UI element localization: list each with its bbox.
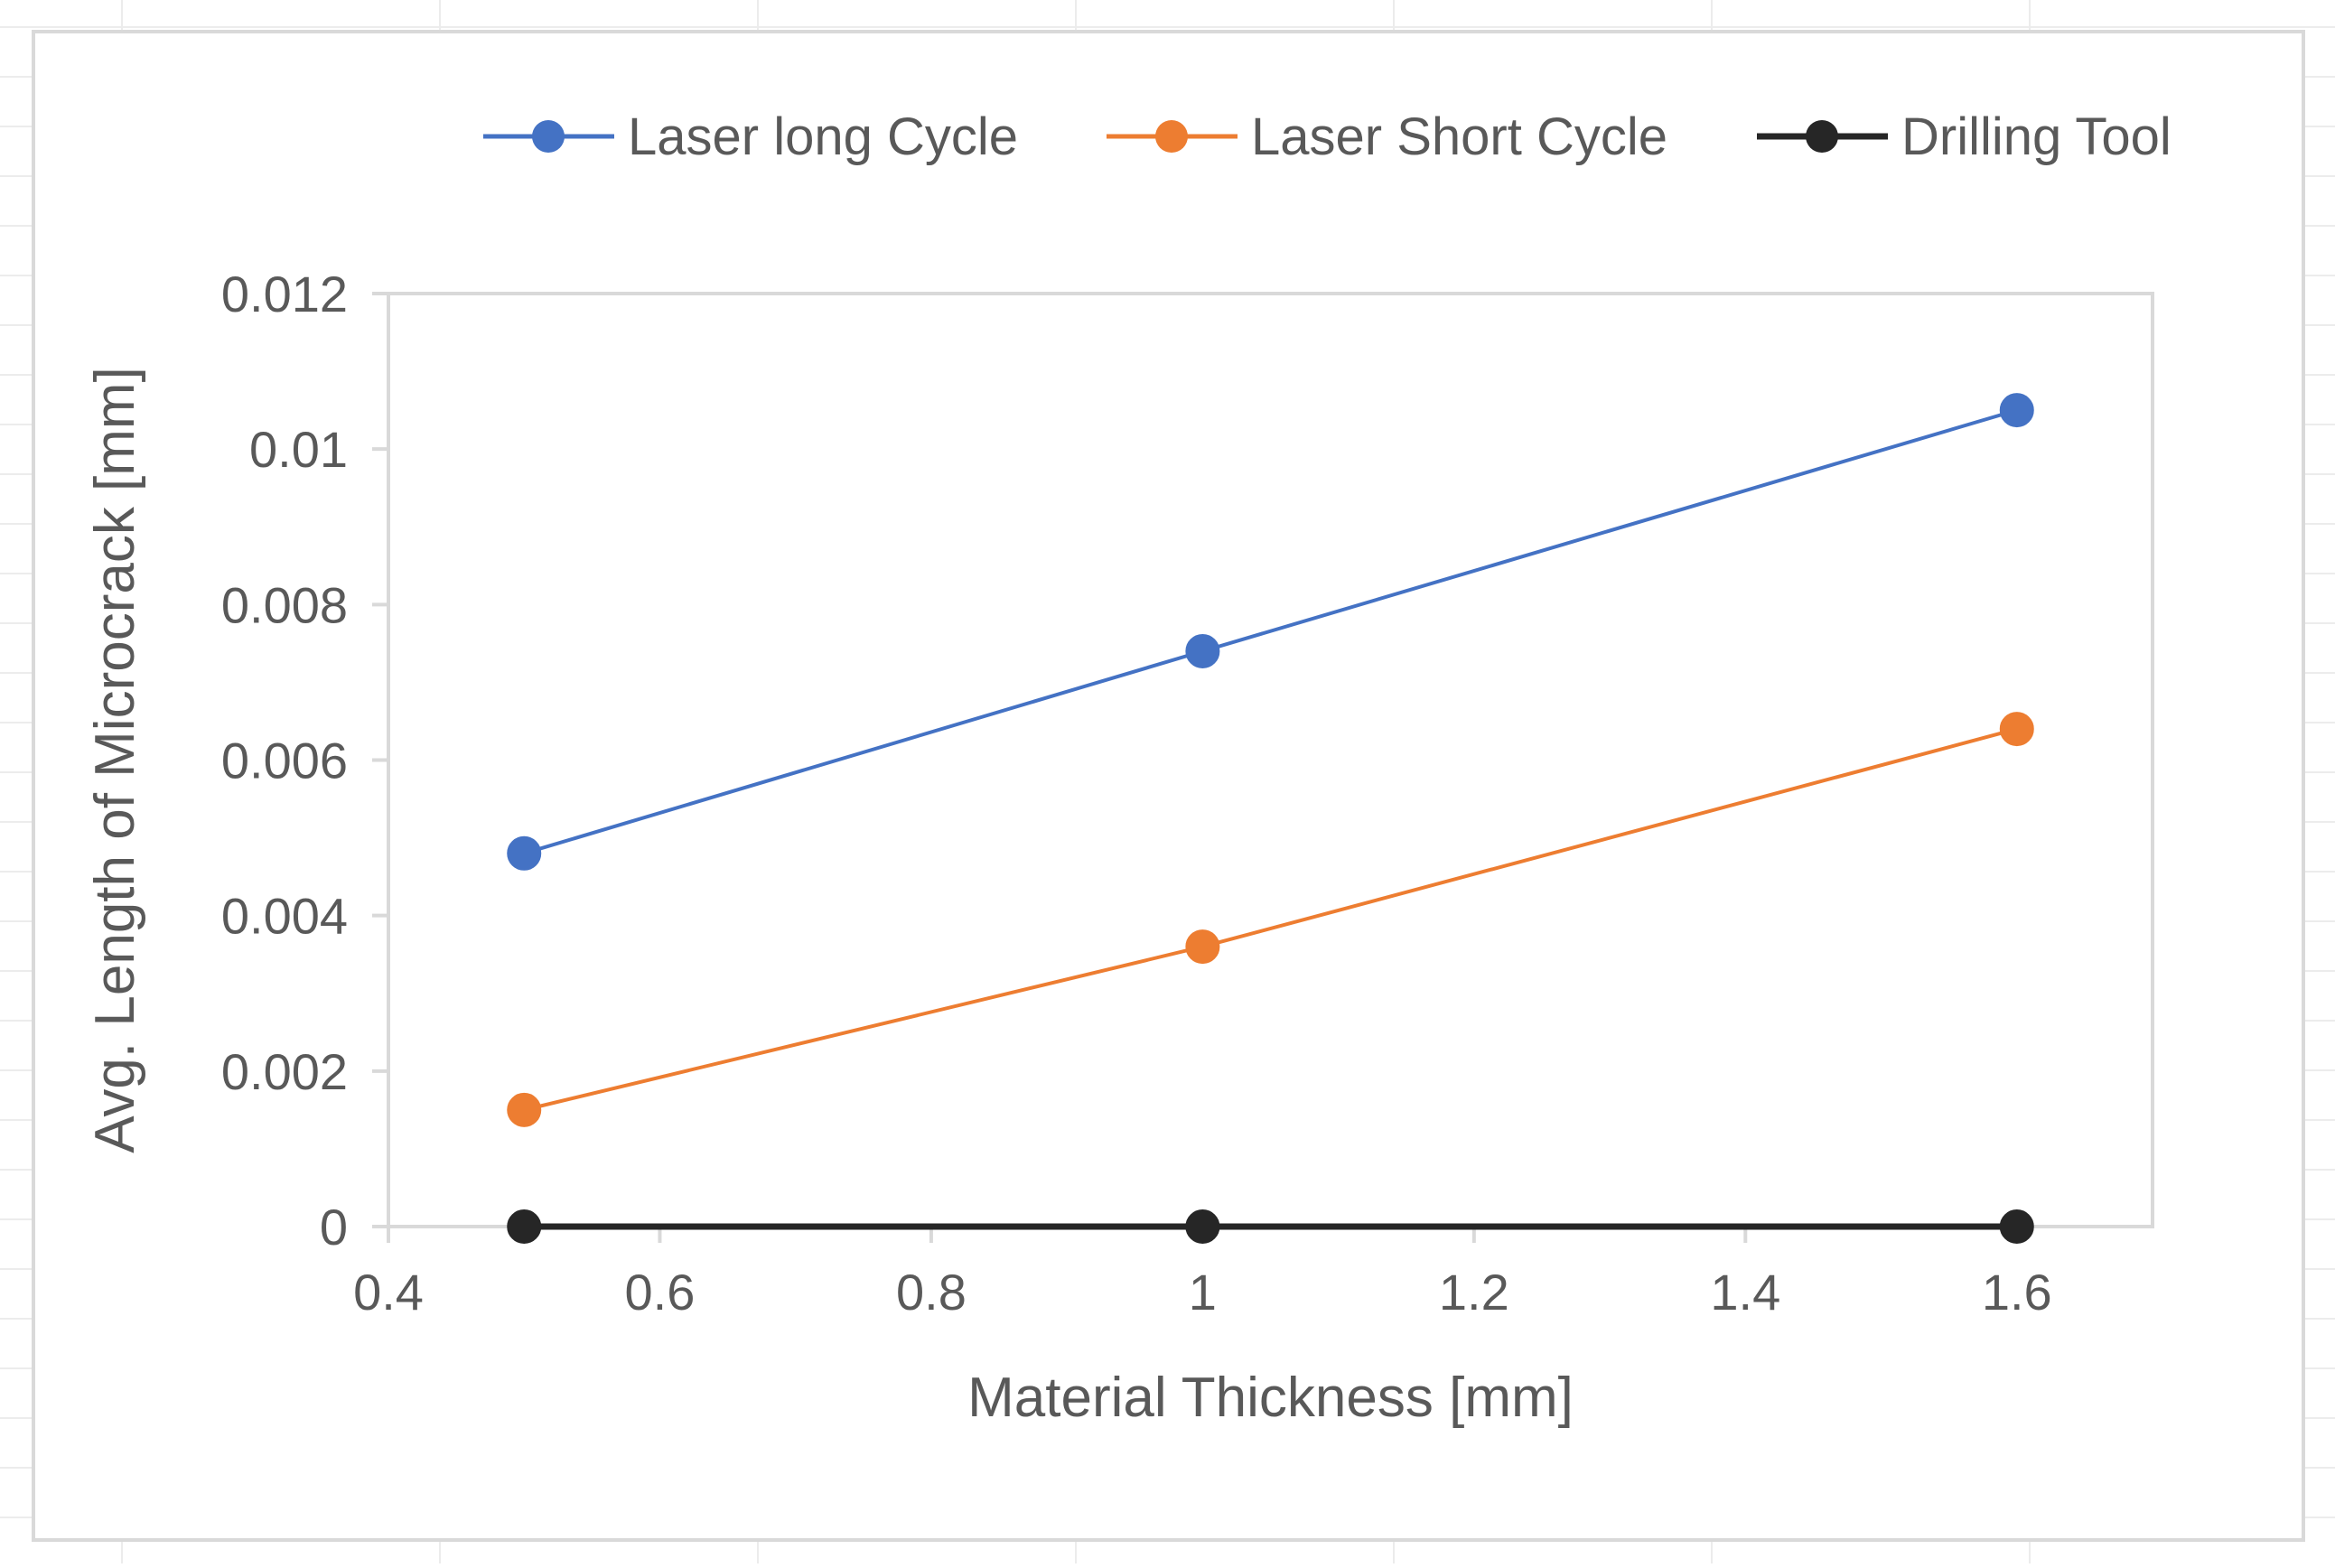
y-tick-label: 0.004 — [221, 888, 348, 945]
x-tick-label: 1.6 — [1982, 1264, 2052, 1321]
data-point-drilling-tool[interactable] — [507, 1209, 542, 1244]
x-axis-title: Material Thickness [mm] — [967, 1367, 1574, 1429]
legend-label: Laser long Cycle — [628, 107, 1018, 166]
legend-marker — [1806, 120, 1838, 153]
y-tick-label: 0 — [320, 1199, 348, 1255]
legend-marker — [532, 120, 565, 153]
data-point-laser-long-cycle[interactable] — [507, 835, 542, 871]
x-tick-label: 0.4 — [353, 1264, 424, 1321]
legend-label: Laser Short Cycle — [1251, 107, 1667, 166]
y-tick-label: 0.012 — [221, 266, 348, 322]
x-tick-label: 1 — [1189, 1264, 1217, 1321]
y-tick-label: 0.008 — [221, 576, 348, 633]
legend-label: Drilling Tool — [1901, 107, 2172, 166]
x-tick-label: 0.8 — [896, 1264, 967, 1321]
y-tick-label: 0.01 — [249, 421, 348, 478]
y-tick-label: 0.002 — [221, 1043, 348, 1100]
x-tick-label: 1.4 — [1710, 1264, 1780, 1321]
y-tick-label: 0.006 — [221, 733, 348, 789]
data-point-laser-long-cycle[interactable] — [1185, 633, 1220, 668]
data-point-laser-short-cycle[interactable] — [1999, 712, 2034, 747]
x-tick-label: 1.2 — [1439, 1264, 1509, 1321]
data-point-laser-short-cycle[interactable] — [1185, 929, 1220, 965]
y-axis-title: Avg. Length of Microcrack [mm] — [84, 367, 146, 1153]
legend-marker — [1155, 120, 1188, 153]
data-point-drilling-tool[interactable] — [1185, 1209, 1220, 1244]
legend-entry-drilling-tool[interactable]: Drilling Tool — [1757, 107, 2172, 166]
legend-entry-laser-long-cycle[interactable]: Laser long Cycle — [483, 107, 1018, 166]
legend-entry-laser-short-cycle[interactable]: Laser Short Cycle — [1107, 107, 1667, 166]
data-point-laser-short-cycle[interactable] — [507, 1092, 542, 1127]
x-tick-label: 0.6 — [625, 1264, 696, 1321]
data-point-laser-long-cycle[interactable] — [1999, 393, 2034, 428]
data-point-drilling-tool[interactable] — [1999, 1209, 2034, 1244]
chart-area[interactable] — [32, 30, 2305, 1542]
